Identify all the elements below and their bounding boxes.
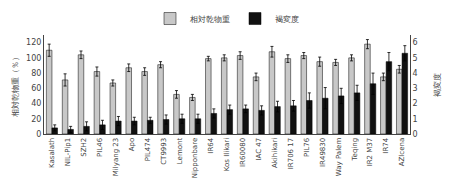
svg-text:0: 0 [36,130,41,139]
svg-text:AZlcena: AZlcena [398,138,406,166]
svg-text:IR60080: IR60080 [239,138,247,167]
svg-text:Apo: Apo [128,138,136,152]
svg-text:3: 3 [413,84,418,93]
svg-text:0: 0 [413,130,418,139]
svg-text:6: 6 [413,38,418,47]
svg-text:4: 4 [413,69,418,78]
svg-text:Lemont: Lemont [176,138,184,165]
svg-text:40: 40 [31,99,41,108]
svg-text:20: 20 [31,115,41,124]
svg-text:Nipponbare: Nipponbare [191,138,199,179]
svg-text:Teqing: Teqing [351,138,359,162]
svg-text:PIL76: PIL76 [303,137,311,157]
svg-text:IR74: IR74 [382,137,390,153]
svg-text:PIL46: PIL46 [96,137,104,157]
svg-text:1: 1 [413,115,418,124]
svg-text:IR2 M37: IR2 M37 [366,138,374,167]
svg-text:相対乾物重（％）: 相対乾物重（％） [11,53,20,117]
svg-text:Milyang 23: Milyang 23 [112,138,120,176]
svg-text:120: 120 [26,38,41,47]
svg-text:80: 80 [31,69,41,78]
svg-text:60: 60 [31,84,41,93]
svg-text:IAC 47: IAC 47 [255,138,263,161]
svg-text:CT9993: CT9993 [160,138,168,165]
svg-text:IR49830: IR49830 [319,138,327,167]
svg-text:2: 2 [413,99,418,108]
svg-text:5: 5 [413,54,418,63]
svg-text:IR706 17: IR706 17 [287,138,295,169]
svg-text:Akihikari: Akihikari [271,138,279,168]
svg-text:SZH2: SZH2 [80,138,88,157]
svg-text:相対乾物重: 相対乾物重 [190,15,230,24]
svg-text:Way Palem: Way Palem [335,138,343,177]
svg-text:NIL-Pip1: NIL-Pip1 [64,138,72,167]
svg-text:IR64: IR64 [207,137,215,153]
svg-text:PIL474: PIL474 [144,137,152,161]
svg-text:褐変度: 褐変度 [433,73,442,97]
svg-text:Kasalath: Kasalath [48,138,56,168]
svg-text:Kos Ilikari: Kos Ilikari [223,138,231,171]
svg-text:褐変度: 褐変度 [275,15,299,24]
svg-text:100: 100 [26,54,41,63]
